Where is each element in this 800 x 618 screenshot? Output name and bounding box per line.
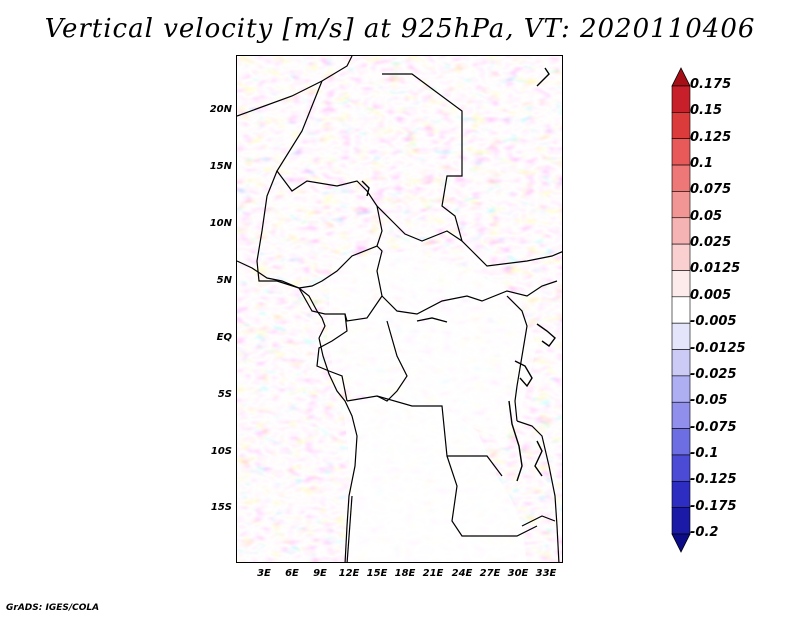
colorbar-bin <box>671 191 691 219</box>
colorbar-bin <box>671 428 691 456</box>
colorbar-tick-label: 0.005 <box>690 287 732 303</box>
colorbar-bottom-arrow <box>671 533 691 553</box>
lon-label-9e: 9E <box>313 568 327 579</box>
colorbar-tick-label: 0.075 <box>690 182 732 198</box>
colorbar-tick-label: 0.025 <box>690 235 732 251</box>
lat-label-15n: 15N <box>209 161 232 172</box>
calm-region-angola <box>342 396 527 562</box>
colorbar-tick-label: 0.175 <box>690 77 732 92</box>
colorbar-bin <box>671 138 691 166</box>
lon-label-30e: 30E <box>507 568 529 579</box>
lon-label-33e: 33E <box>535 568 557 579</box>
colorbar-bin <box>671 296 691 324</box>
lakes <box>361 67 556 482</box>
lon-label-3e: 3E <box>257 568 271 579</box>
lat-label-15s: 15S <box>210 502 232 513</box>
colorbar-tick-label: -0.075 <box>690 419 737 435</box>
coastlines <box>237 260 358 562</box>
colorbar-tick-label: 0.0125 <box>690 261 741 277</box>
footer-credit: GrADS: IGES/COLA <box>6 603 100 613</box>
colorbar <box>671 67 691 553</box>
lon-label-24e: 24E <box>451 568 473 579</box>
lat-label-5s: 5S <box>217 389 232 400</box>
colorbar-bin <box>671 85 691 113</box>
colorbar-bin <box>671 243 691 271</box>
colorbar-tick-label: -0.05 <box>690 393 728 409</box>
lat-label-5n: 5N <box>216 275 232 286</box>
colorbar-bin <box>671 164 691 192</box>
colorbar-tick-label: 0.1 <box>690 156 714 172</box>
colorbar-bin <box>671 375 691 403</box>
lon-label-15e: 15E <box>366 568 388 579</box>
colorbar-bin <box>671 349 691 377</box>
colorbar-tick-label: -0.125 <box>690 472 737 488</box>
lat-label-10n: 10N <box>209 218 232 229</box>
colorbar-bin <box>671 217 691 245</box>
colorbar-bin <box>671 507 691 535</box>
colorbar-bin <box>671 401 691 429</box>
lat-label-20n: 20N <box>209 104 232 115</box>
lon-label-18e: 18E <box>394 568 416 579</box>
calm-region-congo <box>327 251 537 436</box>
colorbar-tick-label: 0.15 <box>690 103 723 119</box>
velocity-field-map <box>237 56 562 562</box>
colorbar-tick-label: -0.1 <box>690 445 719 461</box>
lat-label-10s: 10S <box>210 446 232 457</box>
lat-label-eq: EQ <box>216 332 232 343</box>
map-plot-area <box>236 55 563 563</box>
colorbar-tick-label: -0.005 <box>690 314 737 330</box>
lon-label-21e: 21E <box>422 568 444 579</box>
chart-title: Vertical velocity [m/s] at 925hPa, VT: 2… <box>44 14 756 44</box>
colorbar-bin <box>671 322 691 350</box>
colorbar-bin <box>671 112 691 140</box>
colorbar-tick-label: 0.05 <box>690 208 723 224</box>
colorbar-tick-label: -0.025 <box>690 366 737 382</box>
lon-label-6e: 6E <box>285 568 299 579</box>
colorbar-top-arrow <box>671 67 691 87</box>
colorbar-tick-label: -0.175 <box>690 498 737 514</box>
colorbar-tick-label: 0.125 <box>690 129 732 145</box>
colorbar-bin <box>671 480 691 508</box>
colorbar-tick-label: -0.0125 <box>690 340 746 356</box>
lon-label-12e: 12E <box>338 568 360 579</box>
lon-label-27e: 27E <box>479 568 501 579</box>
colorbar-bin <box>671 454 691 482</box>
colorbar-tick-label: -0.2 <box>690 525 719 540</box>
colorbar-bin <box>671 270 691 298</box>
